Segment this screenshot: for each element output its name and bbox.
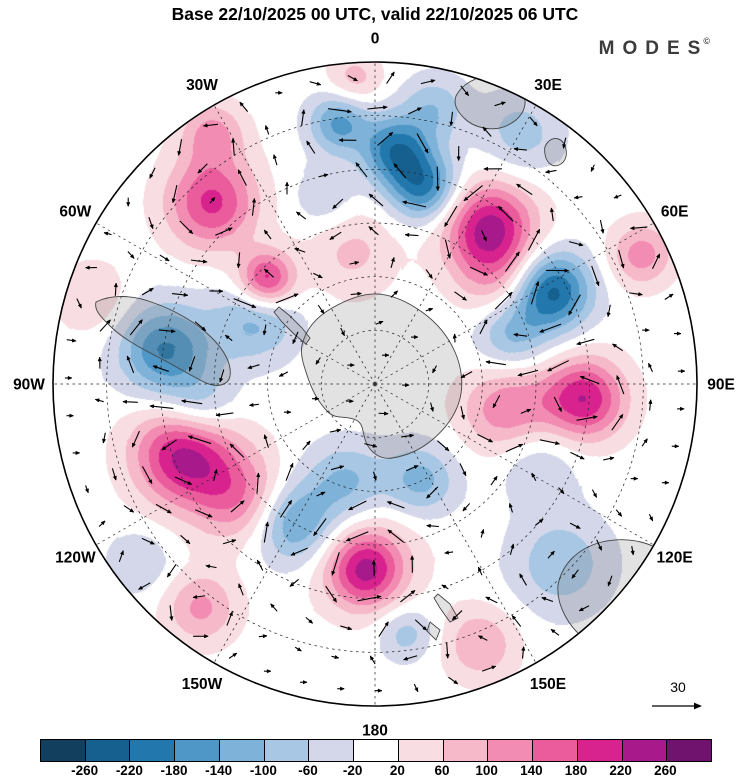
colorbar-tick--180: -180 — [160, 763, 188, 778]
longitude-label-120E: 120E — [657, 550, 693, 567]
colorbar-cell-5 — [264, 740, 310, 761]
reference-vector-label: 30 — [670, 679, 686, 695]
colorbar-cell-0 — [41, 740, 86, 761]
reference-vector-arrowhead — [694, 702, 702, 710]
land-madagascar — [544, 138, 567, 167]
colorbar-tick--60: -60 — [298, 763, 318, 778]
colorbar-tick--20: -20 — [342, 763, 363, 778]
longitude-label-90W: 90W — [13, 377, 45, 394]
colorbar-tick--140: -140 — [205, 763, 233, 778]
longitude-label-120W: 120W — [55, 550, 96, 567]
colorbar-tick--260: -260 — [71, 763, 99, 778]
longitude-label-0: 0 — [371, 31, 380, 48]
longitude-label-180: 180 — [362, 723, 388, 740]
colorbar-cell-4 — [219, 740, 265, 761]
colorbar-tick-60: 60 — [434, 763, 450, 778]
graticule — [53, 62, 697, 706]
colorbar-cell-6 — [309, 740, 355, 761]
colorbar-tick-220: 220 — [609, 763, 632, 778]
colorbar-cell-10 — [488, 740, 534, 761]
colorbar-cell-11 — [533, 740, 578, 761]
longitude-label-90E: 90E — [707, 377, 735, 394]
map-boundary — [52, 61, 698, 707]
colorbar-cell-13 — [622, 740, 668, 761]
colorbar-tick-20: 20 — [389, 763, 405, 778]
longitude-label-30E: 30E — [534, 77, 562, 94]
colorbar-tick-180: 180 — [564, 763, 588, 778]
land-layer — [95, 75, 687, 652]
longitude-label-60E: 60E — [661, 204, 689, 221]
colorbar-cell-1 — [85, 740, 131, 761]
colorbar-cell-8 — [398, 740, 444, 761]
colorbar-tick--220: -220 — [115, 763, 143, 778]
longitude-label-30W: 30W — [186, 77, 218, 94]
modes-logo-text: MODES — [598, 38, 709, 59]
colorbar-cell-14 — [667, 740, 712, 761]
colorbar-tick-140: 140 — [520, 763, 543, 778]
colorbar-tick-100: 100 — [475, 763, 498, 778]
wind-vectors — [64, 71, 686, 693]
colorbar-tick-260: 260 — [654, 763, 677, 778]
colorbar-cell-3 — [175, 740, 220, 761]
land-antarctica — [301, 293, 463, 459]
colorbar — [40, 739, 712, 762]
longitude-label-60W: 60W — [59, 204, 91, 221]
land-south-america — [95, 296, 231, 386]
colorbar-tick--100: -100 — [249, 763, 277, 778]
longitude-label-150W: 150W — [182, 676, 223, 693]
reference-vector: 30 — [652, 679, 702, 710]
modes-logo: MODES© — [599, 36, 710, 60]
colorbar-cell-9 — [443, 740, 489, 761]
modes-logo-copyright-mark: © — [703, 36, 710, 46]
chart-title: Base 22/10/2025 00 UTC, valid 22/10/2025… — [171, 4, 579, 24]
land-antarctic-peninsula — [273, 306, 311, 345]
land-new-zealand — [426, 593, 459, 641]
colorbar-cell-2 — [130, 740, 176, 761]
colorbar-cell-12 — [577, 740, 623, 761]
colorbar-tick-labels: -260 -220 -180 -140 -100 -60 -20 20 60 100 140 180 2… — [40, 763, 712, 781]
longitude-labels: 0 30E 60E 90E 120E 150E 180 150W 120W 90W 60W 30W — [13, 31, 735, 740]
colorbar-cell-7 — [354, 740, 399, 761]
longitude-label-150E: 150E — [530, 676, 566, 693]
